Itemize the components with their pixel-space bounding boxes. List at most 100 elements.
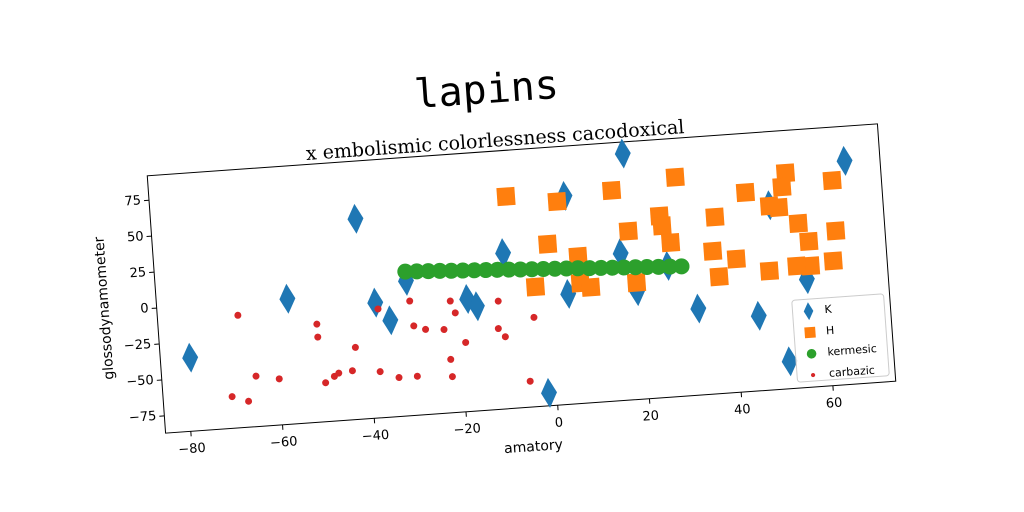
square-point [726, 249, 746, 269]
dot-point [448, 373, 456, 381]
square-point [787, 256, 807, 276]
y-tick-label: 25 [129, 265, 147, 281]
dot-point [314, 333, 322, 341]
y-tick-label: −25 [123, 337, 151, 354]
square-point [775, 163, 796, 183]
square-point [703, 241, 723, 261]
dot-point [446, 297, 454, 305]
dot-point [451, 309, 459, 317]
dot-point [494, 325, 502, 333]
dot-point [530, 313, 538, 321]
square-point [759, 261, 780, 281]
square-point [665, 167, 685, 187]
x-axis-label: amatory [504, 437, 564, 457]
circle-point [477, 262, 494, 279]
circle-point [558, 260, 575, 277]
x-tick-label: 60 [825, 396, 843, 412]
circle-point [535, 260, 552, 277]
circle-point [581, 260, 598, 277]
square-point [826, 221, 846, 241]
square-point [525, 277, 546, 297]
circle-point [431, 262, 448, 279]
y-tick-label: −50 [126, 373, 154, 390]
dot-point [526, 377, 534, 385]
square-point [769, 197, 789, 218]
dot-point [313, 320, 321, 328]
diamond-point [347, 203, 364, 234]
square-point [652, 216, 672, 236]
x-tick-label: −40 [361, 428, 389, 445]
circle-point [650, 258, 667, 275]
square-point [823, 251, 843, 271]
chart-title: lapins [413, 62, 560, 118]
square-point [496, 186, 516, 207]
legend-marker [810, 372, 816, 378]
dot-point [376, 368, 384, 376]
diamond-point [468, 291, 485, 322]
circle-point [546, 260, 563, 277]
circle-point [443, 262, 460, 279]
circle-point [592, 259, 609, 276]
square-point [822, 170, 842, 191]
circle-point [523, 261, 540, 278]
x-tick-label: 0 [554, 415, 563, 431]
legend-label: carbazic [829, 364, 876, 380]
rotated-figure: lapins x embolismic colorlessness cacodo… [91, 62, 897, 458]
diamond-point [560, 278, 577, 309]
dot-point [245, 397, 253, 405]
dot-point [501, 333, 509, 341]
square-point [581, 277, 601, 297]
diamond-point [279, 283, 296, 314]
square-point [772, 177, 792, 197]
diamond-point [182, 342, 199, 373]
x-tick-label: 20 [642, 409, 660, 425]
dot-point [351, 343, 359, 351]
square-point [538, 234, 558, 254]
y-tick-label: 50 [127, 229, 145, 245]
circle-point [500, 261, 517, 278]
legend-label: K [824, 303, 833, 317]
circle-point [420, 263, 437, 280]
circle-point [408, 263, 425, 280]
dot-point [335, 369, 343, 377]
diamond-point [750, 300, 767, 331]
diamond-point [690, 293, 707, 324]
square-point [626, 272, 647, 293]
x-tick-label: −20 [453, 421, 481, 438]
diamond-point [541, 377, 557, 408]
legend-box [791, 293, 890, 383]
legend-marker [806, 348, 817, 359]
circle-point [604, 259, 621, 276]
x-tick-label: −60 [270, 434, 298, 451]
dot-point [395, 374, 403, 382]
circle-point [615, 259, 632, 276]
dot-point [462, 338, 470, 346]
dot-point [440, 326, 448, 334]
diamond-point [836, 145, 853, 176]
circle-point [489, 261, 506, 278]
circle-point [638, 258, 655, 275]
legend-marker [803, 302, 814, 321]
square-point [709, 267, 729, 287]
legend-marker [804, 326, 816, 339]
y-tick-label: 75 [124, 193, 142, 209]
circle-point [662, 258, 679, 275]
dot-point [422, 325, 430, 333]
circle-point [512, 261, 529, 278]
x-tick-label: −80 [178, 441, 206, 458]
dot-point [406, 297, 414, 305]
dot-point [348, 367, 356, 375]
diamond-point [495, 238, 512, 269]
dot-point [494, 297, 502, 305]
plot-frame [146, 123, 897, 434]
circle-point [569, 260, 586, 277]
diamond-point [781, 346, 798, 377]
square-point [660, 232, 681, 253]
square-point [705, 207, 725, 227]
circle-point [627, 259, 644, 276]
square-point [547, 191, 567, 212]
dot-point [374, 305, 382, 313]
dot-point [275, 375, 283, 383]
